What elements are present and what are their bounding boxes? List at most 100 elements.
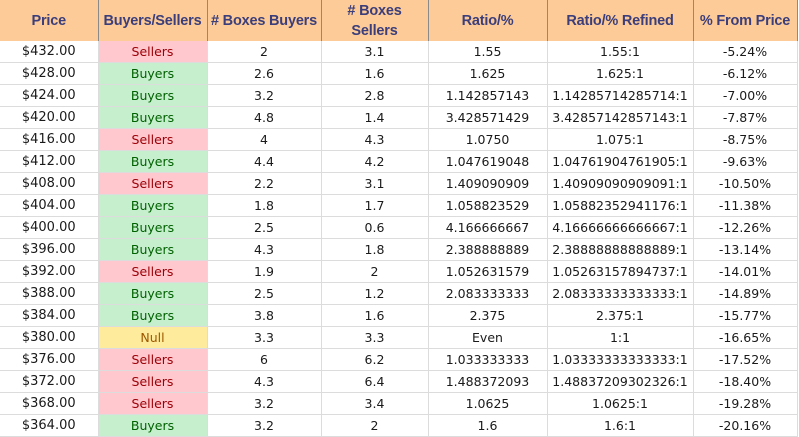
from-price-cell: -16.65% (693, 326, 798, 349)
ratio-refined-cell: 1.55:1 (547, 41, 694, 63)
header-price: Price (0, 0, 99, 41)
boxes-sellers-cell: 6.4 (321, 370, 429, 393)
header-from-price: % From Price (693, 0, 798, 41)
from-price-cell: -7.00% (693, 84, 798, 107)
ratio-refined-cell: 4.16666666666667:1 (547, 216, 694, 239)
boxes-sellers-cell: 1.7 (321, 194, 429, 217)
ratio-cell: 1.047619048 (428, 150, 548, 173)
buyers-sellers-cell: Buyers (98, 194, 208, 217)
buyers-sellers-cell: Buyers (98, 62, 208, 85)
ratio-refined-cell: 1.40909090909091:1 (547, 172, 694, 195)
table-row: $392.00 Sellers 1.9 2 1.052631579 1.052631578… (0, 260, 798, 283)
header-boxes-sellers-label: # Boxes Sellers (347, 2, 402, 39)
price-cell: $380.00 (0, 326, 99, 349)
buyers-sellers-cell: Buyers (98, 282, 208, 305)
boxes-sellers-cell: 3.1 (321, 41, 429, 63)
boxes-sellers-cell: 3.3 (321, 326, 429, 349)
buyers-sellers-cell: Sellers (98, 370, 208, 393)
table-row: $372.00 Sellers 4.3 6.4 1.488372093 1.4883720… (0, 370, 798, 393)
boxes-buyers-cell: 4.8 (207, 106, 322, 129)
price-cell: $368.00 (0, 392, 99, 415)
buyers-sellers-cell: Buyers (98, 216, 208, 239)
from-price-cell: -17.52% (693, 348, 798, 371)
table-row: $396.00 Buyers 4.3 1.8 2.388888889 2.38888888… (0, 238, 798, 261)
header-row: Price Buyers/Sellers # Boxes Buyers # Bo… (0, 0, 798, 41)
ratio-cell: 1.033333333 (428, 348, 548, 371)
ratio-cell: 4.166666667 (428, 216, 548, 239)
header-ratio-refined: Ratio/% Refined (547, 0, 694, 41)
table-row: $428.00 Buyers 2.6 1.6 1.625 1.625:1 -6.12% (0, 62, 798, 85)
ratio-refined-cell: 2.38888888888889:1 (547, 238, 694, 261)
ratio-cell: 1.409090909 (428, 172, 548, 195)
price-cell: $392.00 (0, 260, 99, 283)
boxes-buyers-cell: 3.2 (207, 414, 322, 437)
table-row: $368.00 Sellers 3.2 3.4 1.0625 1.0625:1 -19.28… (0, 392, 798, 415)
from-price-cell: -9.63% (693, 150, 798, 173)
ratio-cell: 1.0625 (428, 392, 548, 415)
boxes-sellers-cell: 0.6 (321, 216, 429, 239)
ratio-refined-cell: 1.0625:1 (547, 392, 694, 415)
table-row: $416.00 Sellers 4 4.3 1.0750 1.075:1 -8.75% (0, 128, 798, 151)
ratio-cell: 2.083333333 (428, 282, 548, 305)
buyers-sellers-cell: Buyers (98, 150, 208, 173)
table-row: $420.00 Buyers 4.8 1.4 3.428571429 3.42857142… (0, 106, 798, 129)
price-cell: $400.00 (0, 216, 99, 239)
from-price-cell: -20.16% (693, 414, 798, 437)
ratio-cell: 1.55 (428, 41, 548, 63)
table-row: $364.00 Buyers 3.2 2 1.6 1.6:1 -20.16% (0, 414, 798, 437)
ratio-refined-cell: 3.42857142857143:1 (547, 106, 694, 129)
boxes-buyers-cell: 2.5 (207, 216, 322, 239)
price-cell: $424.00 (0, 84, 99, 107)
price-cell: $416.00 (0, 128, 99, 151)
boxes-sellers-cell: 4.2 (321, 150, 429, 173)
buyers-sellers-cell: Sellers (98, 348, 208, 371)
price-cell: $364.00 (0, 414, 99, 437)
ratio-refined-cell: 1.075:1 (547, 128, 694, 151)
ratio-cell: 3.428571429 (428, 106, 548, 129)
from-price-cell: -18.40% (693, 370, 798, 393)
boxes-sellers-cell: 4.3 (321, 128, 429, 151)
from-price-cell: -12.26% (693, 216, 798, 239)
buyers-sellers-cell: Buyers (98, 304, 208, 327)
header-buyers-sellers: Buyers/Sellers (98, 0, 208, 41)
table-row: $404.00 Buyers 1.8 1.7 1.058823529 1.05882352… (0, 194, 798, 217)
from-price-cell: -13.14% (693, 238, 798, 261)
boxes-sellers-cell: 2 (321, 260, 429, 283)
buyers-sellers-cell: Buyers (98, 106, 208, 129)
price-cell: $408.00 (0, 172, 99, 195)
ratio-cell: 1.488372093 (428, 370, 548, 393)
ratio-refined-cell: 1.48837209302326:1 (547, 370, 694, 393)
from-price-cell: -11.38% (693, 194, 798, 217)
boxes-buyers-cell: 1.8 (207, 194, 322, 217)
price-cell: $428.00 (0, 62, 99, 85)
ratio-refined-cell: 1.04761904761905:1 (547, 150, 694, 173)
boxes-buyers-cell: 4 (207, 128, 322, 151)
ratio-refined-cell: 1:1 (547, 326, 694, 349)
from-price-cell: -19.28% (693, 392, 798, 415)
ratio-cell: 1.058823529 (428, 194, 548, 217)
ratio-cell: 1.6 (428, 414, 548, 437)
ratio-refined-cell: 2.08333333333333:1 (547, 282, 694, 305)
buyers-sellers-cell: Null (98, 326, 208, 349)
price-cell: $384.00 (0, 304, 99, 327)
boxes-sellers-cell: 1.4 (321, 106, 429, 129)
from-price-cell: -6.12% (693, 62, 798, 85)
boxes-buyers-cell: 2.2 (207, 172, 322, 195)
buyers-sellers-cell: Sellers (98, 172, 208, 195)
boxes-buyers-cell: 6 (207, 348, 322, 371)
table-row: $408.00 Sellers 2.2 3.1 1.409090909 1.4090909… (0, 172, 798, 195)
from-price-cell: -14.01% (693, 260, 798, 283)
buyers-sellers-cell: Buyers (98, 414, 208, 437)
buyers-sellers-cell: Sellers (98, 41, 208, 63)
table-row: $412.00 Buyers 4.4 4.2 1.047619048 1.04761904… (0, 150, 798, 173)
price-cell: $376.00 (0, 348, 99, 371)
ratio-refined-cell: 1.05263157894737:1 (547, 260, 694, 283)
table-row: $376.00 Sellers 6 6.2 1.033333333 1.033333333… (0, 348, 798, 371)
buyers-sellers-cell: Sellers (98, 392, 208, 415)
price-cell: $372.00 (0, 370, 99, 393)
ratio-refined-cell: 1.05882352941176:1 (547, 194, 694, 217)
from-price-cell: -8.75% (693, 128, 798, 151)
price-cell: $412.00 (0, 150, 99, 173)
boxes-buyers-cell: 1.9 (207, 260, 322, 283)
